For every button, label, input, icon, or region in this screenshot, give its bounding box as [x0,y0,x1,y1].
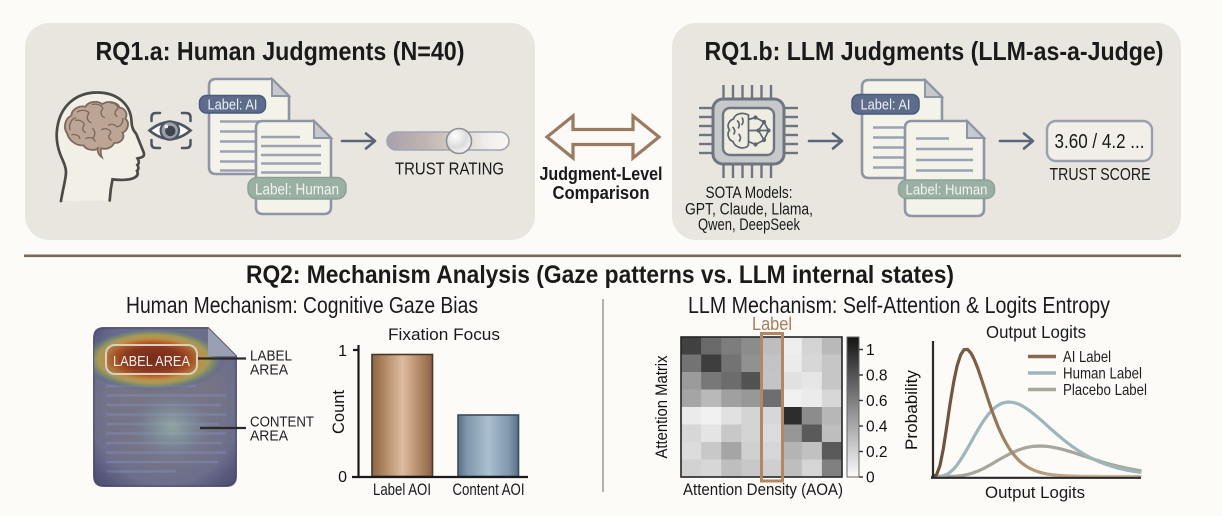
svg-text:LABEL: LABEL [250,348,292,365]
svg-text:0.6: 0.6 [866,393,888,410]
svg-text:RQ1.a: Human Judgments (N=40): RQ1.a: Human Judgments (N=40) [96,36,465,66]
svg-text:Label AOI: Label AOI [373,481,431,499]
svg-text:Count: Count [330,390,348,434]
svg-text:Attention Density (AOA): Attention Density (AOA) [683,480,843,499]
svg-text:LLM Mechanism: Self-Attention: LLM Mechanism: Self-Attention & Logits E… [688,292,1110,318]
svg-text:SOTA Models:: SOTA Models: [706,184,793,202]
svg-text:Output Logits: Output Logits [986,322,1086,342]
svg-text:Comparison: Comparison [553,182,650,203]
svg-text:GPT, Claude, Llama,: GPT, Claude, Llama, [685,201,813,219]
svg-text:Output Logits: Output Logits [985,483,1085,502]
svg-text:0.4: 0.4 [866,419,888,436]
svg-text:0.8: 0.8 [866,368,888,385]
svg-text:Judgment-Level: Judgment-Level [540,163,663,184]
svg-text:TRUST RATING: TRUST RATING [395,159,504,179]
svg-text:Label: Label [752,314,792,334]
svg-text:0.2: 0.2 [866,444,888,461]
svg-text:Placebo Label: Placebo Label [1063,382,1147,399]
svg-text:Label: AI: Label: AI [861,98,911,114]
svg-text:Label: Human: Label: Human [255,182,339,199]
svg-text:RQ1.b: LLM Judgments (LLM-as-a: RQ1.b: LLM Judgments (LLM-as-a-Judge) [705,36,1164,66]
svg-text:0: 0 [866,470,875,487]
svg-text:Content AOI: Content AOI [453,481,525,499]
svg-text:AI Label: AI Label [1063,349,1111,366]
svg-text:Human Label: Human Label [1063,366,1142,383]
svg-text:Label: Human: Label: Human [906,182,988,199]
svg-text:Human Mechanism: Cognitive Gaz: Human Mechanism: Cognitive Gaze Bias [126,292,478,318]
svg-text:3.60 / 4.2 ...: 3.60 / 4.2 ... [1055,131,1145,153]
svg-text:RQ2: Mechanism Analysis (Gaze: RQ2: Mechanism Analysis (Gaze patterns v… [246,261,954,289]
svg-text:1: 1 [866,342,875,359]
svg-text:CONTENT: CONTENT [250,414,314,431]
svg-text:Label: AI: Label: AI [208,98,258,114]
svg-text:1: 1 [338,343,347,360]
svg-text:TRUST SCORE: TRUST SCORE [1050,164,1151,184]
svg-text:Attention Matrix: Attention Matrix [653,355,671,459]
svg-text:AREA: AREA [250,428,289,445]
svg-text:AREA: AREA [250,362,289,379]
svg-text:0: 0 [338,469,347,486]
svg-text:Fixation Focus: Fixation Focus [388,325,500,344]
svg-text:LABEL AREA: LABEL AREA [113,354,190,370]
svg-text:Qwen, DeepSeek: Qwen, DeepSeek [698,216,801,234]
svg-text:Probability: Probability [903,369,921,450]
